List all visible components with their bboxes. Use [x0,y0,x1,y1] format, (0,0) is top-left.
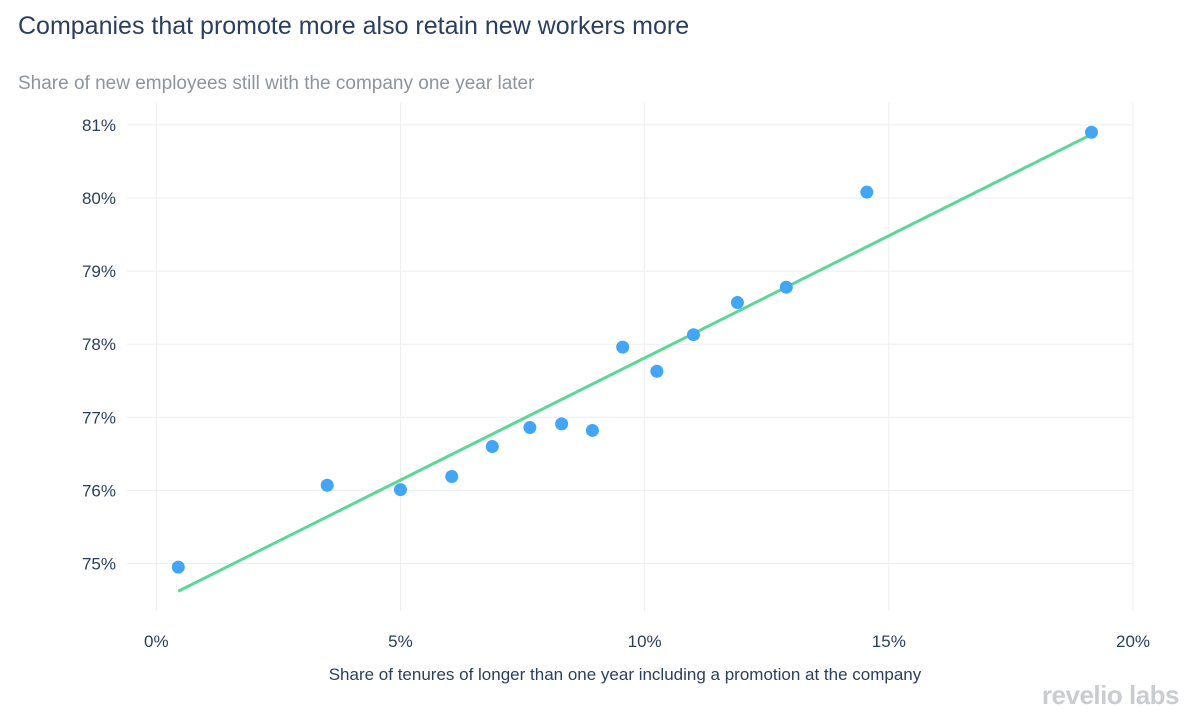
y-tick: 76% [82,481,116,500]
data-point [320,478,334,492]
x-tick: 0% [144,632,169,651]
brand-logo: revelio labs [1041,680,1180,710]
chart-subtitle: Share of new employees still with the co… [18,73,535,94]
x-tick-label: 20% [1116,632,1150,651]
y-tick: 80% [82,189,116,208]
x-tick: 10% [628,632,662,651]
data-point [686,328,700,342]
y-tick-label: 76% [82,481,116,500]
y-tick-label: 81% [82,116,116,135]
y-tick: 77% [82,408,116,427]
chart-title: Companies that promote more also retain … [18,12,690,40]
y-tick: 79% [82,262,116,281]
data-point [485,440,499,454]
y-tick: 75% [82,554,116,573]
x-tick: 15% [872,632,906,651]
x-axis-label: Share of tenures of longer than one year… [328,665,922,684]
trendline-layer [177,133,1093,593]
data-point [555,417,569,431]
trendline [177,133,1093,593]
data-point [730,296,744,310]
data-point [779,280,793,294]
data-point [523,421,537,435]
gridlines [127,103,1134,611]
x-tick-label: 10% [628,632,662,651]
y-tick-label: 79% [82,262,116,281]
data-point [650,364,664,378]
y-tick-label: 77% [82,408,116,427]
data-point [860,185,874,199]
x-axis-ticks: 0% 5% 10% 15% 20% [144,632,1150,651]
y-tick-label: 78% [82,335,116,354]
x-tick: 5% [388,632,413,651]
x-tick-label: 15% [872,632,906,651]
y-tick-label: 80% [82,189,116,208]
x-tick-label: 0% [144,632,169,651]
data-point [171,560,185,574]
data-point [585,423,599,437]
data-point [1084,125,1098,139]
y-tick: 78% [82,335,116,354]
data-point [393,483,407,497]
points-layer [171,125,1098,574]
y-tick: 81% [82,116,116,135]
data-point [445,470,459,484]
x-tick: 20% [1116,632,1150,651]
x-tick-label: 5% [388,632,413,651]
data-point [616,340,630,354]
y-axis-ticks: 75% 76% 77% 78% 79% 80% 81% [82,116,116,574]
y-tick-label: 75% [82,554,116,573]
